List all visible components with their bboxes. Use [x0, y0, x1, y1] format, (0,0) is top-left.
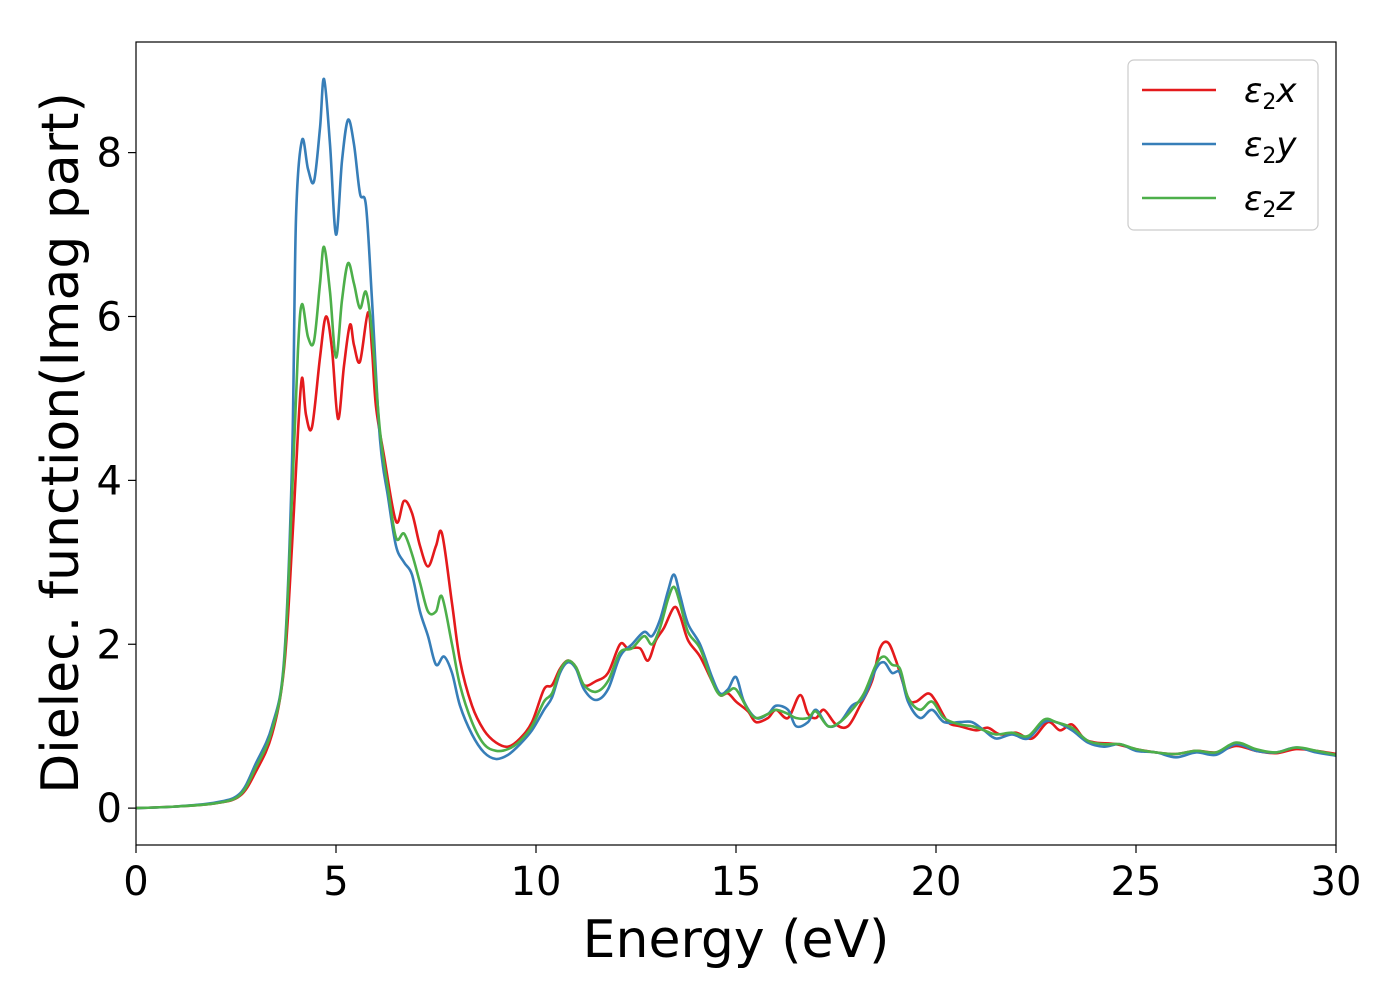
x-tick-label: 20: [911, 859, 962, 905]
legend: ε2x ε2y ε2z: [1127, 59, 1319, 231]
y-tick-label: 8: [97, 131, 122, 177]
x-tick-label: 0: [123, 859, 148, 905]
x-axis-ticks: 0 5 10 15 20 25 30: [123, 845, 1361, 905]
y-axis-title: Dielec. function(Imag part): [31, 92, 91, 794]
legend-label-z: ε2z: [1244, 179, 1295, 223]
x-tick-label: 10: [511, 859, 562, 905]
x-tick-label: 25: [1111, 859, 1162, 905]
y-tick-label: 0: [97, 786, 122, 832]
x-axis-title: Energy (eV): [583, 910, 890, 970]
legend-label-y: ε2y: [1244, 125, 1297, 169]
y-tick-label: 6: [97, 294, 122, 340]
series-layer: [135, 77, 1337, 810]
series-line-z: [135, 245, 1337, 810]
legend-box: [1127, 59, 1319, 231]
y-tick-label: 4: [97, 458, 122, 504]
x-tick-label: 15: [711, 859, 762, 905]
legend-label-x: ε2x: [1244, 71, 1297, 115]
y-tick-label: 2: [97, 622, 122, 668]
x-tick-label: 30: [1311, 859, 1362, 905]
y-axis-ticks: 0 2 4 6 8: [97, 131, 136, 832]
series-line-y: [135, 77, 1337, 810]
x-tick-label: 5: [323, 859, 348, 905]
